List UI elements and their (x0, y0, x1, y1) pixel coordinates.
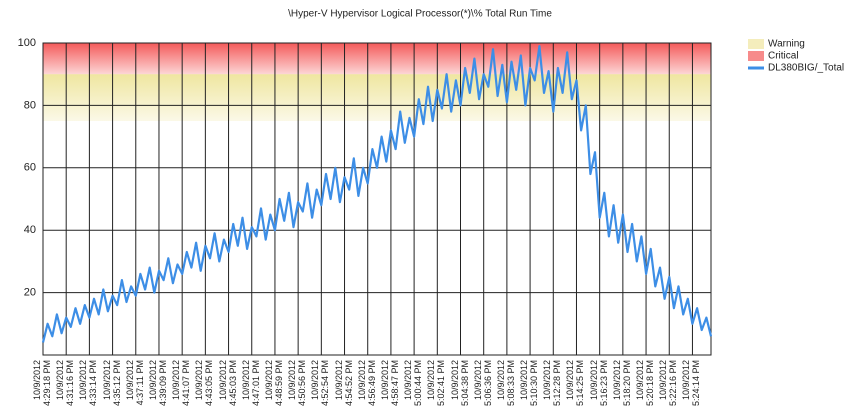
x-tick-label: 10/9/2012 5:18:20 PM (611, 360, 632, 407)
x-tick-label: 10/9/2012 5:00:44 PM (403, 360, 424, 407)
x-tick-label: 10/9/2012 5:06:36 PM (472, 360, 493, 407)
x-tick-label: 10/9/2012 5:22:16 PM (658, 360, 679, 407)
threshold-band (43, 74, 711, 121)
x-tick-label: 10/9/2012 4:31:16 PM (55, 360, 76, 407)
x-tick-label: 10/9/2012 5:04:38 PM (449, 360, 470, 407)
x-tick-label: 10/9/2012 4:37:11 PM (124, 360, 145, 406)
x-tick-label: 10/9/2012 4:54:52 PM (333, 360, 354, 407)
x-tick-label: 10/9/2012 4:47:01 PM (240, 360, 261, 407)
y-tick-label: 60 (24, 162, 36, 174)
x-tick-label: 10/9/2012 5:02:41 PM (426, 360, 447, 407)
x-tick-label: 10/9/2012 5:20:18 PM (635, 360, 656, 407)
x-tick-label: 10/9/2012 5:12:28 PM (542, 360, 563, 407)
x-tick-label: 10/9/2012 4:33:14 PM (78, 360, 99, 407)
x-tick-label: 10/9/2012 4:39:09 PM (147, 360, 168, 407)
y-tick-label: 40 (24, 224, 36, 236)
x-tick-label: 10/9/2012 4:52:54 PM (310, 360, 331, 407)
x-tick-label: 10/9/2012 5:14:25 PM (565, 360, 586, 407)
chart-title: \Hyper-V Hypervisor Logical Processor(*)… (288, 9, 552, 20)
x-tick-label: 10/9/2012 4:45:03 PM (217, 360, 238, 407)
x-tick-label: 10/9/2012 4:58:47 PM (379, 360, 400, 407)
x-tick-label: 10/9/2012 4:56:49 PM (356, 360, 377, 407)
legend-swatch (748, 51, 764, 61)
threshold-band (43, 43, 711, 75)
x-tick-label: 10/9/2012 4:43:05 PM (194, 360, 215, 407)
y-tick-label: 80 (24, 99, 36, 111)
x-tick-label: 10/9/2012 5:10:30 PM (519, 360, 540, 407)
legend-label: DL380BIG/_Total (768, 63, 844, 74)
y-tick-label: 100 (18, 37, 36, 49)
plot-frame (42, 42, 712, 356)
series-line (41, 45, 713, 343)
legend-label: Critical (768, 51, 799, 62)
x-tick-label: 10/9/2012 5:08:33 PM (495, 360, 516, 407)
x-tick-label: 10/9/2012 4:41:07 PM (171, 360, 192, 407)
x-tick-label: 10/9/2012 4:29:18 PM (32, 360, 52, 407)
x-tick-label: 10/9/2012 5:24:14 PM (681, 360, 702, 407)
x-tick-label: 10/9/2012 4:35:12 PM (101, 360, 122, 407)
y-tick-label: 20 (24, 287, 36, 299)
legend-swatch (748, 39, 764, 49)
legend-label: Warning (768, 39, 805, 50)
x-tick-label: 10/9/2012 5:16:23 PM (588, 360, 609, 407)
x-tick-label: 10/9/2012 4:48:59 PM (263, 360, 284, 407)
x-tick-label: 10/9/2012 4:50:56 PM (287, 360, 308, 407)
